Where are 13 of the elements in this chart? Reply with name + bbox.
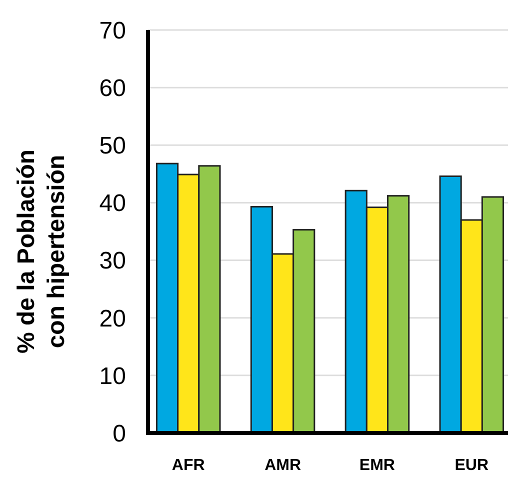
y-tick-label: 40 xyxy=(99,190,126,218)
y-tick-label: 10 xyxy=(99,362,126,390)
x-tick-label: AMR xyxy=(264,457,302,474)
x-tick-label: EUR xyxy=(454,457,489,474)
y-tick-label: 0 xyxy=(112,420,126,448)
y-axis-title: % de la Población con hipertensión xyxy=(13,149,70,354)
y-tick-label: 50 xyxy=(99,132,126,160)
y-tick-label: 70 xyxy=(99,17,126,44)
x-tick-label: EMR xyxy=(359,457,396,474)
y-tick-label: 30 xyxy=(99,248,126,275)
y-tick-label: 20 xyxy=(99,305,126,332)
y-tick-label: 60 xyxy=(99,74,126,102)
x-tick-label: AFR xyxy=(172,457,206,474)
